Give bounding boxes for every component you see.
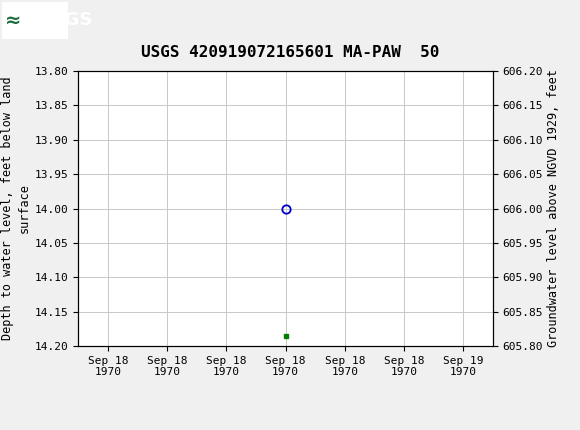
Text: USGS 420919072165601 MA-PAW  50: USGS 420919072165601 MA-PAW 50 [141,45,439,60]
Bar [2,2,68,39]
Y-axis label: Groundwater level above NGVD 1929, feet: Groundwater level above NGVD 1929, feet [548,70,560,347]
Text: USGS: USGS [38,12,93,29]
Text: ≈: ≈ [5,11,21,30]
Y-axis label: Depth to water level, feet below land
surface: Depth to water level, feet below land su… [1,77,31,341]
